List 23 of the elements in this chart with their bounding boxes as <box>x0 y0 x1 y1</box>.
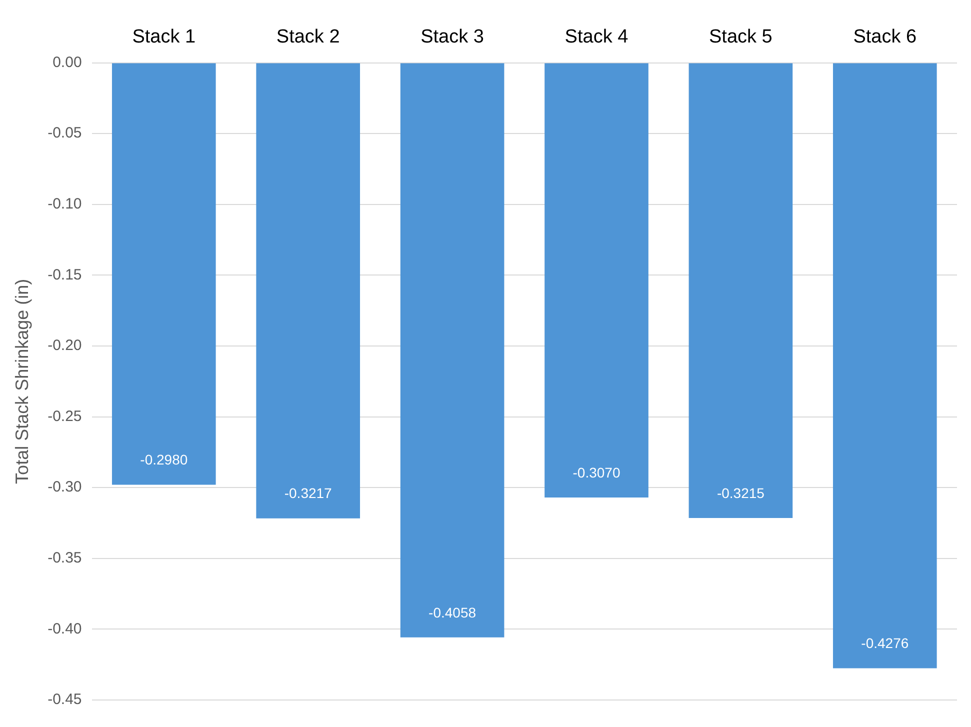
y-tick-label: -0.10 <box>48 196 82 213</box>
y-axis-title: Total Stack Shrinkage (in) <box>12 278 32 484</box>
y-tick-label: -0.05 <box>48 124 82 142</box>
y-tick-label: -0.35 <box>48 550 82 567</box>
x-tick-label: Stack 6 <box>853 26 917 48</box>
y-tick-label: -0.45 <box>48 691 82 708</box>
y-tick-label: -0.15 <box>48 266 82 284</box>
data-label: -0.4058 <box>428 604 476 620</box>
data-label: -0.3215 <box>716 484 765 501</box>
x-tick-label: Stack 4 <box>564 26 629 48</box>
x-tick-label: Stack 3 <box>420 26 484 48</box>
data-label: -0.4276 <box>861 635 909 652</box>
y-tick-label: 0.00 <box>52 54 82 71</box>
data-label: -0.3070 <box>572 464 620 480</box>
y-tick-label: -0.40 <box>48 620 82 638</box>
x-tick-label: Stack 1 <box>132 26 196 48</box>
y-tick-label: -0.20 <box>48 337 82 354</box>
data-label: -0.2980 <box>140 452 188 468</box>
data-label: -0.3217 <box>284 485 332 502</box>
y-tick-label: -0.30 <box>48 478 82 496</box>
x-tick-label: Stack 2 <box>276 26 340 48</box>
x-tick-label: Stack 5 <box>709 26 772 48</box>
y-tick-label: -0.25 <box>48 408 82 425</box>
